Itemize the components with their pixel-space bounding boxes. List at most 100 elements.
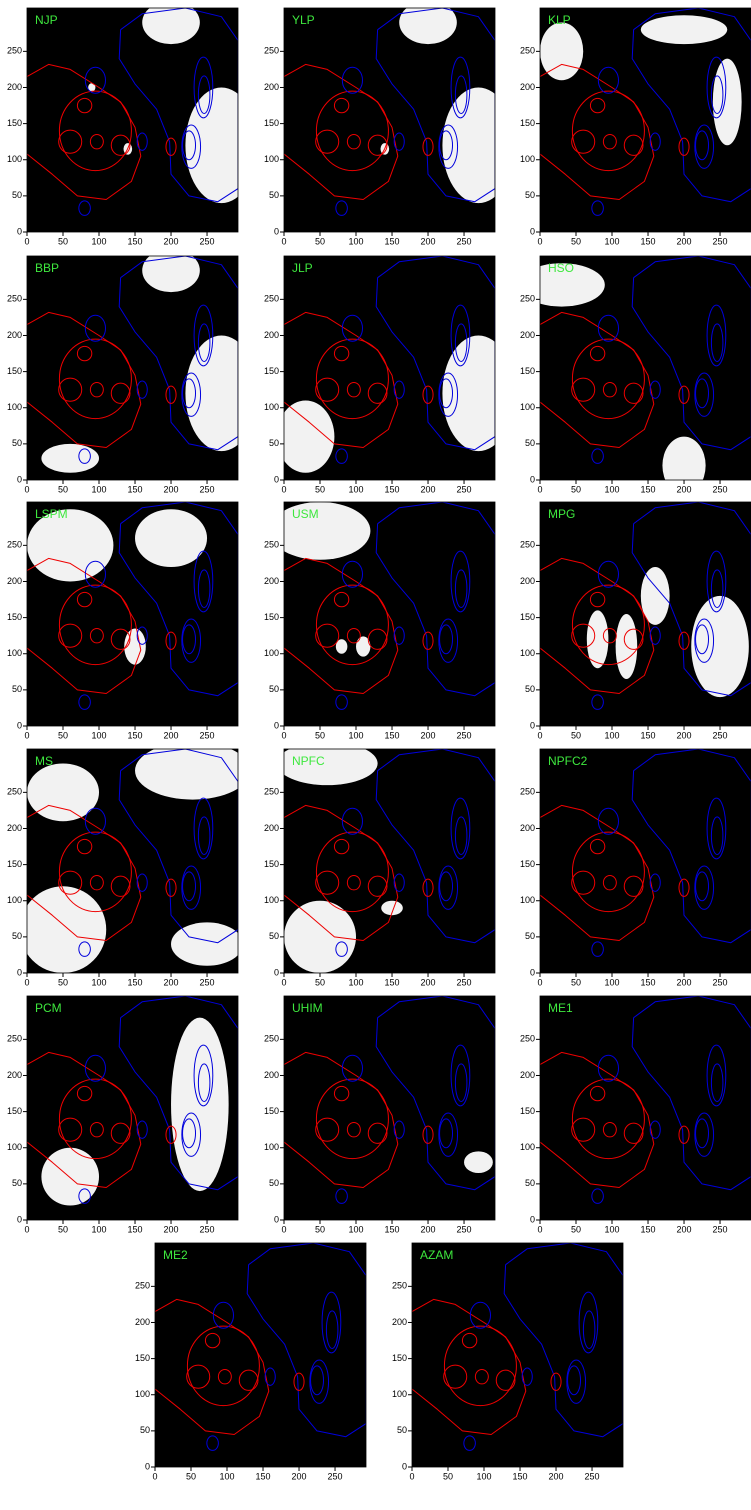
- y-tick-label: 50: [12, 190, 22, 200]
- y-tick-label: 150: [7, 1106, 22, 1116]
- y-tick-label: 150: [520, 859, 535, 869]
- panel-title: UHIM: [292, 1001, 323, 1015]
- panel: KLP050100150200250050100150200250: [520, 8, 751, 246]
- x-tick-label: 50: [186, 1471, 196, 1481]
- map-image: [270, 502, 495, 726]
- panel-title: LSPM: [35, 507, 68, 521]
- x-tick-label: 0: [537, 730, 542, 740]
- panel-title: NPFC2: [548, 754, 588, 768]
- y-tick-label: 50: [12, 1178, 22, 1188]
- map-image: [540, 8, 751, 232]
- panel: YLP050100150200250050100150200250: [264, 1, 514, 247]
- map-image: [277, 256, 515, 480]
- y-tick-label: 200: [392, 1317, 407, 1327]
- panel-title: BBP: [35, 261, 59, 275]
- y-tick-label: 200: [264, 82, 279, 92]
- panel: NPFC2050100150200250050100150200250: [520, 749, 751, 987]
- x-tick-label: 250: [713, 484, 728, 494]
- y-tick-label: 50: [269, 931, 279, 941]
- x-tick-label: 150: [256, 1471, 271, 1481]
- x-tick-label: 200: [677, 730, 692, 740]
- y-tick-label: 100: [7, 402, 22, 412]
- panel: MS050100150200250050100150200250: [7, 742, 250, 988]
- y-tick-label: 100: [520, 648, 535, 658]
- x-tick-label: 200: [677, 1224, 692, 1234]
- x-tick-label: 150: [385, 730, 400, 740]
- x-tick-label: 250: [457, 1224, 472, 1234]
- y-tick-label: 200: [264, 823, 279, 833]
- x-tick-label: 0: [24, 730, 29, 740]
- background: [412, 1243, 623, 1467]
- y-tick-label: 0: [402, 1461, 407, 1471]
- y-tick-label: 200: [264, 576, 279, 586]
- y-tick-label: 150: [520, 118, 535, 128]
- y-tick-label: 50: [269, 438, 279, 448]
- panel-title: PCM: [35, 1001, 62, 1015]
- y-tick-label: 200: [7, 823, 22, 833]
- x-tick-label: 0: [281, 730, 286, 740]
- map-image: [27, 502, 238, 726]
- y-tick-label: 0: [530, 226, 535, 236]
- mask-region: [464, 1151, 493, 1173]
- y-tick-label: 0: [17, 1214, 22, 1224]
- x-tick-label: 0: [24, 236, 29, 246]
- y-tick-label: 150: [7, 612, 22, 622]
- y-tick-label: 100: [520, 1142, 535, 1152]
- x-tick-label: 0: [281, 484, 286, 494]
- y-tick-label: 0: [17, 474, 22, 484]
- x-tick-label: 250: [457, 484, 472, 494]
- x-tick-label: 50: [315, 730, 325, 740]
- y-tick-label: 100: [264, 895, 279, 905]
- map-image: [155, 1243, 366, 1467]
- y-tick-label: 50: [269, 684, 279, 694]
- y-tick-label: 50: [525, 684, 535, 694]
- x-tick-label: 100: [91, 484, 106, 494]
- x-tick-label: 100: [348, 236, 363, 246]
- x-tick-label: 50: [571, 236, 581, 246]
- panel-title: ME2: [163, 1248, 188, 1262]
- y-tick-label: 250: [264, 540, 279, 550]
- y-tick-label: 50: [269, 190, 279, 200]
- y-tick-label: 50: [525, 931, 535, 941]
- x-tick-label: 150: [641, 1224, 656, 1234]
- y-tick-label: 0: [274, 1214, 279, 1224]
- x-tick-label: 200: [549, 1471, 564, 1481]
- x-tick-label: 50: [315, 484, 325, 494]
- y-tick-label: 200: [7, 82, 22, 92]
- x-tick-label: 150: [128, 730, 143, 740]
- x-tick-label: 0: [409, 1471, 414, 1481]
- mask-region: [713, 59, 742, 146]
- figure: NJP050100150200250050100150200250YLP0501…: [0, 0, 751, 1505]
- map-image: [540, 749, 751, 973]
- y-tick-label: 100: [264, 648, 279, 658]
- x-tick-label: 50: [315, 1224, 325, 1234]
- x-tick-label: 50: [58, 977, 68, 987]
- x-tick-label: 200: [164, 236, 179, 246]
- y-tick-label: 200: [520, 823, 535, 833]
- x-tick-label: 0: [281, 236, 286, 246]
- y-tick-label: 200: [7, 330, 22, 340]
- y-tick-label: 50: [525, 1178, 535, 1188]
- y-tick-label: 50: [525, 190, 535, 200]
- background: [540, 996, 751, 1220]
- y-tick-label: 200: [264, 330, 279, 340]
- y-tick-label: 150: [264, 1106, 279, 1116]
- x-tick-label: 200: [164, 730, 179, 740]
- x-tick-label: 250: [200, 236, 215, 246]
- map-image: [284, 1, 514, 232]
- y-tick-label: 100: [7, 154, 22, 164]
- x-tick-label: 200: [677, 484, 692, 494]
- x-tick-label: 200: [421, 977, 436, 987]
- x-tick-label: 50: [58, 1224, 68, 1234]
- y-tick-label: 200: [520, 82, 535, 92]
- panel: MPG050100150200250050100150200250: [520, 502, 751, 740]
- x-tick-label: 150: [128, 1224, 143, 1234]
- y-tick-label: 250: [264, 294, 279, 304]
- x-tick-label: 0: [281, 1224, 286, 1234]
- y-tick-label: 50: [12, 438, 22, 448]
- y-tick-label: 250: [7, 1034, 22, 1044]
- y-tick-label: 250: [520, 46, 535, 56]
- map-image: [518, 256, 751, 494]
- y-tick-label: 250: [520, 294, 535, 304]
- y-tick-label: 250: [264, 787, 279, 797]
